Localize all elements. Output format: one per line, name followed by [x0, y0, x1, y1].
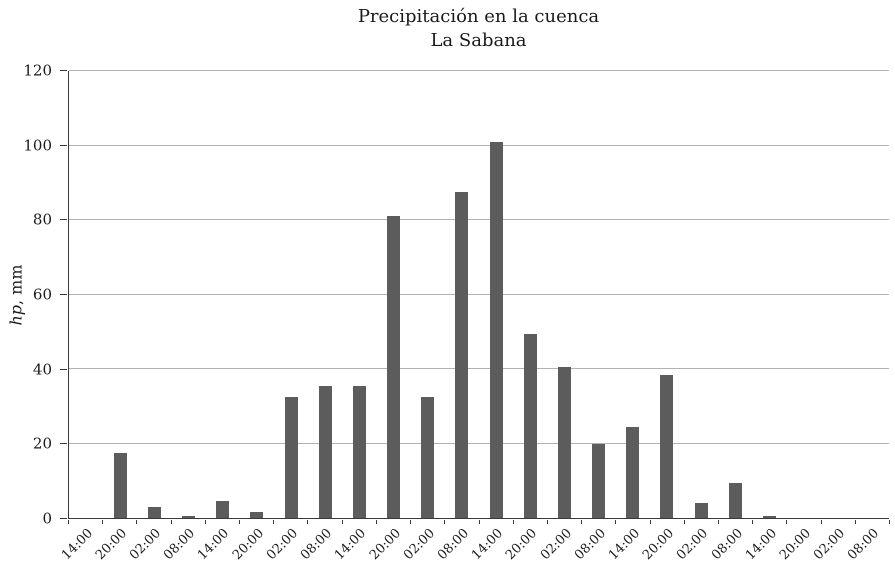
y-tick-mark [60, 70, 67, 71]
y-tick-mark [60, 219, 67, 221]
x-tick-label: 20:00 [92, 526, 130, 564]
y-tick-label: 60 [32, 285, 52, 304]
y-tick-label: 40 [32, 360, 52, 379]
x-tick-mark [307, 520, 309, 524]
bar [626, 426, 640, 518]
x-tick-label: 14:00 [58, 526, 96, 564]
bar [216, 501, 230, 518]
x-tick-mark [478, 520, 480, 524]
gridline [69, 293, 889, 295]
bar [387, 216, 401, 518]
x-tick-mark [512, 520, 514, 524]
x-tick-label: 08:00 [708, 526, 746, 564]
bar [147, 506, 161, 518]
x-tick-label: 02:00 [400, 526, 438, 564]
y-tick-label: 20 [32, 434, 52, 453]
x-tick-label: 08:00 [571, 526, 609, 564]
x-tick-mark [444, 520, 446, 524]
x-tick-mark [615, 520, 617, 524]
x-tick-mark [170, 520, 172, 524]
bar [762, 516, 776, 518]
bar [455, 192, 469, 518]
x-tick-mark [649, 520, 651, 524]
bar [523, 333, 537, 518]
x-tick-label: 20:00 [503, 526, 541, 564]
x-tick-mark [786, 520, 788, 524]
y-tick-mark [60, 443, 67, 445]
x-tick-mark [273, 520, 275, 524]
x-tick-mark [717, 520, 719, 524]
bar [318, 385, 332, 518]
x-tick-label: 20:00 [229, 526, 267, 564]
x-tick-label: 14:00 [605, 526, 644, 564]
x-tick-label: 14:00 [332, 526, 370, 564]
gridline [69, 442, 889, 444]
x-tick-mark [820, 520, 822, 524]
x-tick-label: 20:00 [366, 526, 404, 564]
x-tick-label: 02:00 [127, 526, 165, 564]
x-tick-mark [410, 520, 412, 524]
bar [250, 512, 264, 518]
x-tick-mark [752, 520, 754, 524]
y-tick-mark [60, 518, 67, 519]
x-tick-mark [546, 520, 548, 524]
x-tick-mark [854, 520, 856, 524]
gridline [69, 219, 889, 221]
y-tick-mark [60, 368, 67, 370]
x-tick-label: 14:00 [195, 526, 233, 564]
x-tick-mark [889, 520, 890, 524]
x-tick-label: 08:00 [161, 526, 199, 564]
x-tick-mark [375, 520, 377, 524]
x-tick-mark [136, 520, 138, 524]
bar [592, 443, 606, 518]
bar [660, 374, 674, 518]
bar [113, 452, 127, 518]
bar [728, 482, 742, 518]
gridline [69, 144, 889, 146]
y-tick-mark [60, 294, 67, 295]
x-tick-label: 14:00 [469, 526, 507, 564]
x-tick-label: 20:00 [640, 526, 678, 564]
y-tick-mark [60, 144, 67, 146]
bar [182, 516, 196, 518]
y-tick-label: 0 [42, 509, 52, 528]
bar [421, 396, 435, 518]
x-tick-label: 20:00 [776, 526, 815, 564]
x-tick-mark [683, 520, 685, 524]
y-axis: 0 20 40 60 80 100 120 [0, 63, 68, 526]
x-tick-mark [68, 520, 69, 524]
x-tick-label: 08:00 [845, 526, 883, 564]
bar [352, 385, 366, 518]
x-tick-mark [581, 520, 583, 524]
bar [489, 141, 503, 518]
x-tick-mark [204, 520, 206, 524]
bar [557, 367, 571, 518]
x-tick-label: 14:00 [742, 526, 780, 564]
plot-area [68, 70, 889, 519]
chart-title: Precipitación en la cuenca La Sabana [68, 5, 889, 54]
y-tick-label: 100 [23, 136, 52, 155]
x-tick-mark [341, 520, 343, 524]
x-axis: 14:00 20:00 02:00 08:00 14:00 20:00 02:00 08:00… [59, 520, 890, 573]
x-tick-label: 02:00 [674, 526, 712, 564]
y-tick-label: 120 [23, 61, 52, 80]
x-tick-mark [102, 520, 104, 524]
chart-title-line1: Precipitación en la cuenca [357, 6, 600, 27]
bar [694, 503, 708, 518]
x-tick-mark [239, 520, 241, 524]
x-tick-label: 02:00 [811, 526, 849, 564]
x-tick-label: 02:00 [263, 526, 301, 564]
x-tick-label: 02:00 [537, 526, 575, 564]
x-tick-label: 08:00 [298, 526, 336, 564]
x-tick-label: 08:00 [434, 526, 472, 564]
gridline [69, 70, 889, 71]
bar [284, 396, 298, 518]
chart-title-line2: La Sabana [430, 30, 527, 52]
gridline [69, 368, 889, 370]
y-tick-label: 80 [32, 210, 52, 229]
